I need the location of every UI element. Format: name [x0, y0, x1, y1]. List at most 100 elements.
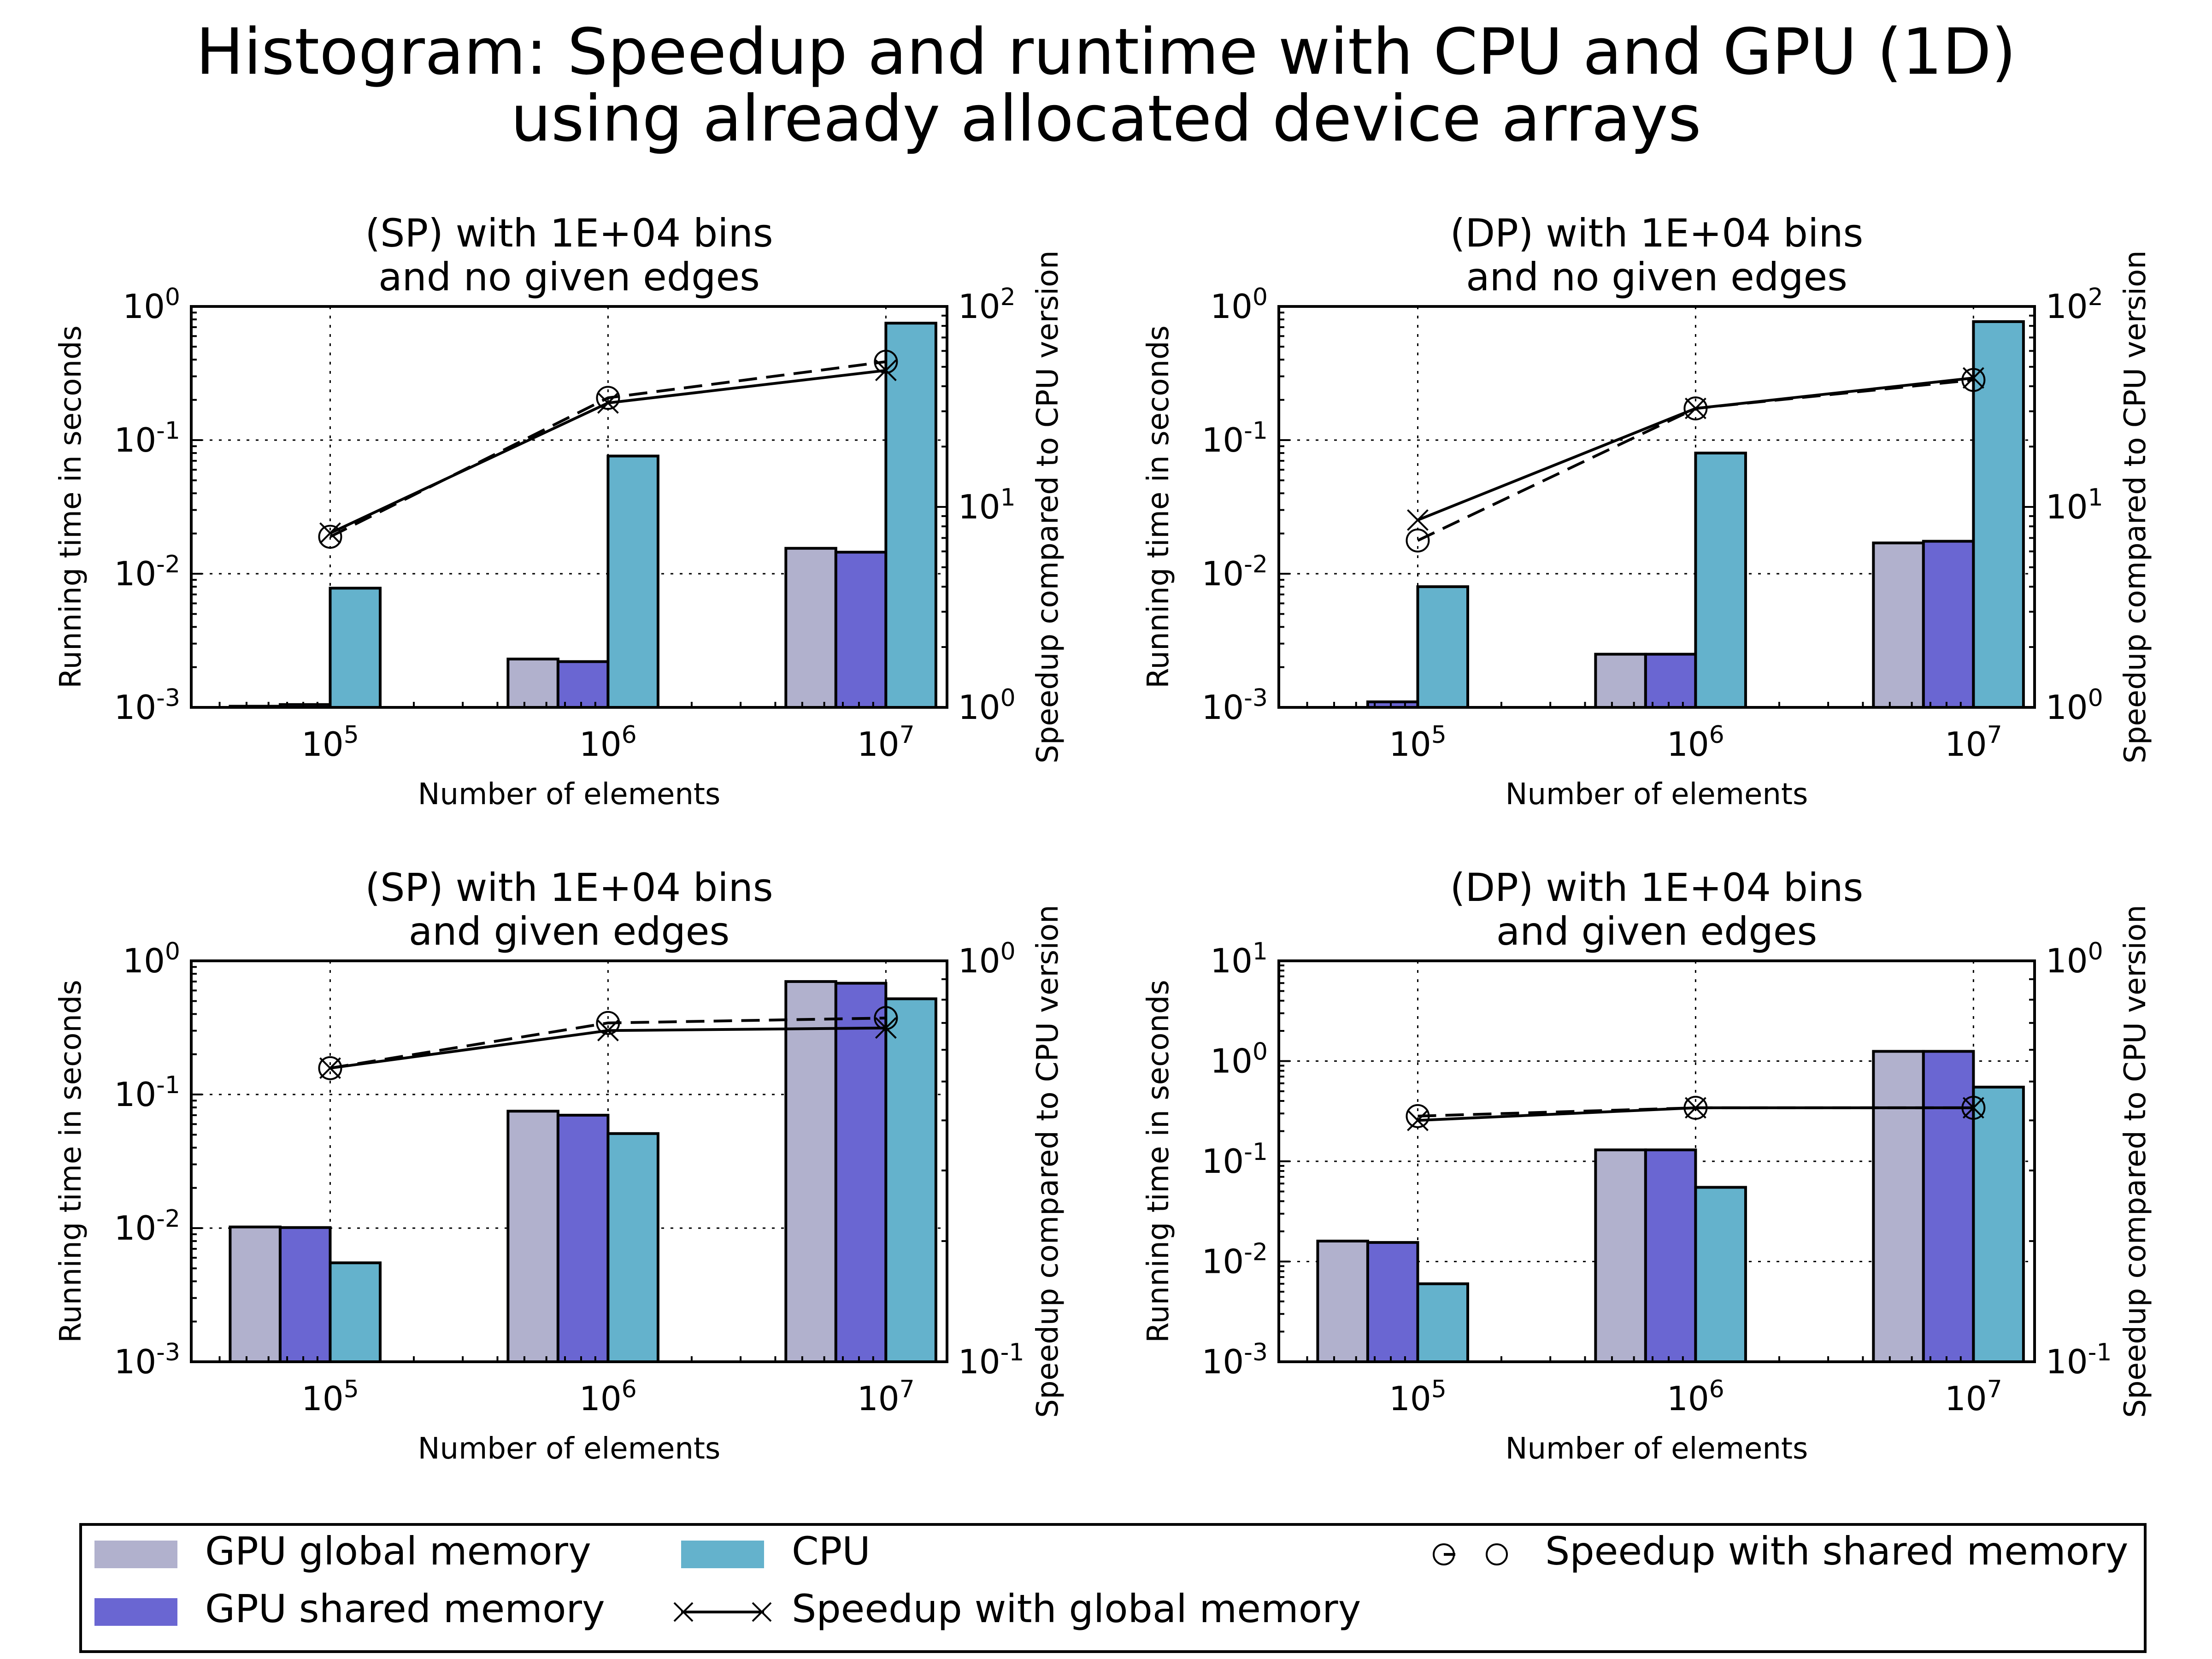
panel-title-line1: (SP) with 1E+04 bins — [365, 865, 773, 910]
bar-gpu-global — [784, 547, 837, 707]
y-tick-label: 10-3 — [1202, 1339, 1268, 1381]
bar-cpu — [1972, 320, 2025, 707]
bar-cpu — [1416, 1282, 1470, 1362]
y-tick-label: 100 — [123, 283, 180, 326]
x-tick-label: 107 — [857, 1376, 915, 1418]
legend-swatch-gpu-shared — [94, 1598, 177, 1626]
marker-speedup-shared — [1406, 1104, 1430, 1128]
x-axis-label: Number of elements — [418, 777, 721, 812]
marker-speedup-global — [875, 1017, 897, 1039]
bar-cpu — [884, 997, 937, 1362]
x-tick-label: 105 — [301, 721, 359, 764]
marker-speedup-global — [319, 1057, 341, 1079]
x-axis-label: Number of elements — [1506, 1432, 1808, 1466]
y-tick-label: 100 — [1210, 283, 1268, 326]
legend-label-speedup-global: Speedup with global memory — [792, 1586, 1361, 1631]
legend-marker-speedup-shared — [1433, 1543, 1508, 1565]
y2-tick-label: 102 — [958, 283, 1016, 326]
y-tick-label: 10-3 — [1202, 684, 1268, 727]
x-tick-label: 107 — [857, 721, 915, 764]
marker-speedup-global — [1407, 509, 1429, 531]
y-tick-label: 100 — [1210, 1038, 1268, 1081]
marker-speedup-shared — [1961, 1095, 1986, 1120]
marker-speedup-shared — [1683, 1095, 1708, 1120]
legend-swatch-cpu — [681, 1541, 764, 1568]
y-tick-label: 10-2 — [1202, 1239, 1268, 1281]
y-tick-label: 100 — [123, 938, 180, 980]
panel-title-line1: (SP) with 1E+04 bins — [365, 211, 773, 256]
chart-panel-2: 10-3 10-2 10-1 100 100 101 102 105 106 107 (DP) wi… — [1141, 211, 2153, 812]
line-speedup-shared — [1417, 378, 1974, 542]
marker-speedup-shared — [318, 1056, 342, 1080]
bar-gpu-shared — [1922, 1050, 1975, 1362]
x-tick-label: 106 — [1667, 721, 1724, 764]
bar-gpu-global — [1872, 1050, 1925, 1362]
panel-title-line1: (DP) with 1E+04 bins — [1450, 865, 1864, 910]
bar-cpu — [1972, 1085, 2025, 1362]
bar-cpu — [884, 322, 937, 707]
panel-title-line2: and given edges — [409, 909, 730, 954]
y2-tick-label: 102 — [2046, 283, 2103, 326]
marker-speedup-shared — [596, 386, 620, 410]
y-tick-label: 10-2 — [1202, 551, 1268, 593]
y2-axis-label: Speedup compared to CPU version — [2118, 250, 2153, 763]
bar-gpu-shared — [278, 1226, 332, 1362]
bar-gpu-global — [506, 658, 559, 707]
line-speedup-shared — [330, 1017, 886, 1070]
y-axis-label: Running time in seconds — [1141, 980, 1176, 1343]
x-tick-label: 106 — [579, 721, 637, 764]
marker-speedup-shared — [874, 349, 898, 374]
bar-gpu-global — [506, 1110, 559, 1362]
y-tick-label: 10-1 — [114, 417, 180, 459]
y2-axis-label: Speedup compared to CPU version — [1031, 250, 1065, 763]
y-tick-label: 101 — [1210, 938, 1268, 980]
bar-gpu-shared — [1644, 1148, 1697, 1362]
bar-cpu — [1694, 1186, 1747, 1362]
bar-cpu — [329, 587, 382, 707]
bar-gpu-shared — [834, 551, 888, 707]
bars — [1316, 1050, 2025, 1362]
x-axis-label: Number of elements — [1506, 777, 1808, 812]
y-tick-label: 10-1 — [114, 1071, 180, 1114]
y2-tick-label: 101 — [2046, 484, 2103, 526]
legend-label-gpu-shared: GPU shared memory — [205, 1586, 605, 1631]
y-axis-label: Running time in seconds — [54, 325, 88, 688]
y2-tick-label: 10-1 — [2046, 1339, 2112, 1381]
y2-tick-label: 100 — [958, 938, 1016, 980]
line-speedup-shared — [329, 360, 886, 538]
figure-title-line2: using already allocated device arrays — [511, 82, 1701, 156]
y-tick-label: 10-3 — [114, 1339, 180, 1381]
bar-cpu — [1416, 585, 1470, 707]
x-tick-label: 105 — [1389, 721, 1447, 764]
x-tick-label: 105 — [1389, 1376, 1447, 1418]
bar-gpu-shared — [556, 660, 610, 707]
line-speedup-shared — [1418, 1106, 1974, 1118]
bars — [229, 980, 937, 1362]
chart-panel-3: 10-3 10-2 10-1 100 10-1 100 105 106 107 (SP) with… — [54, 865, 1065, 1466]
marker-speedup-shared — [874, 1006, 898, 1030]
panel-title-line2: and no given edges — [378, 254, 760, 300]
y-tick-label: 10-1 — [1202, 417, 1268, 459]
bar-cpu — [329, 1261, 382, 1362]
y-tick-label: 10-1 — [1202, 1138, 1268, 1181]
x-tick-label: 106 — [579, 1376, 637, 1418]
bar-gpu-shared — [1922, 540, 1975, 707]
bar-gpu-shared — [834, 982, 888, 1362]
bar-gpu-global — [229, 1225, 282, 1362]
bars — [1366, 320, 2025, 707]
bar-gpu-shared — [1644, 653, 1697, 707]
x-axis-label: Number of elements — [418, 1432, 721, 1466]
bar-gpu-global — [1872, 541, 1925, 707]
marker-speedup-global — [1407, 1109, 1429, 1131]
panels: 10-3 10-2 10-1 100 100 101 102 105 106 107 (SP) wi… — [54, 211, 2153, 1466]
y2-tick-label: 10-1 — [958, 1339, 1024, 1381]
legend-label-gpu-global: GPU global memory — [205, 1529, 591, 1574]
figure-title-line1: Histogram: Speedup and runtime with CPU … — [196, 15, 2016, 89]
bar-gpu-shared — [1366, 1241, 1419, 1362]
panel-title-line2: and given edges — [1496, 909, 1818, 954]
panel-title-line1: (DP) with 1E+04 bins — [1450, 211, 1864, 256]
marker-speedup-shared — [1683, 396, 1708, 421]
y-tick-label: 10-3 — [114, 684, 180, 727]
legend: GPU global memory GPU shared memory CPU … — [79, 1523, 2147, 1653]
chart-panel-4: 10-3 10-2 10-1 100 101 10-1 100 105 106 107 (DP) w… — [1141, 865, 2153, 1466]
